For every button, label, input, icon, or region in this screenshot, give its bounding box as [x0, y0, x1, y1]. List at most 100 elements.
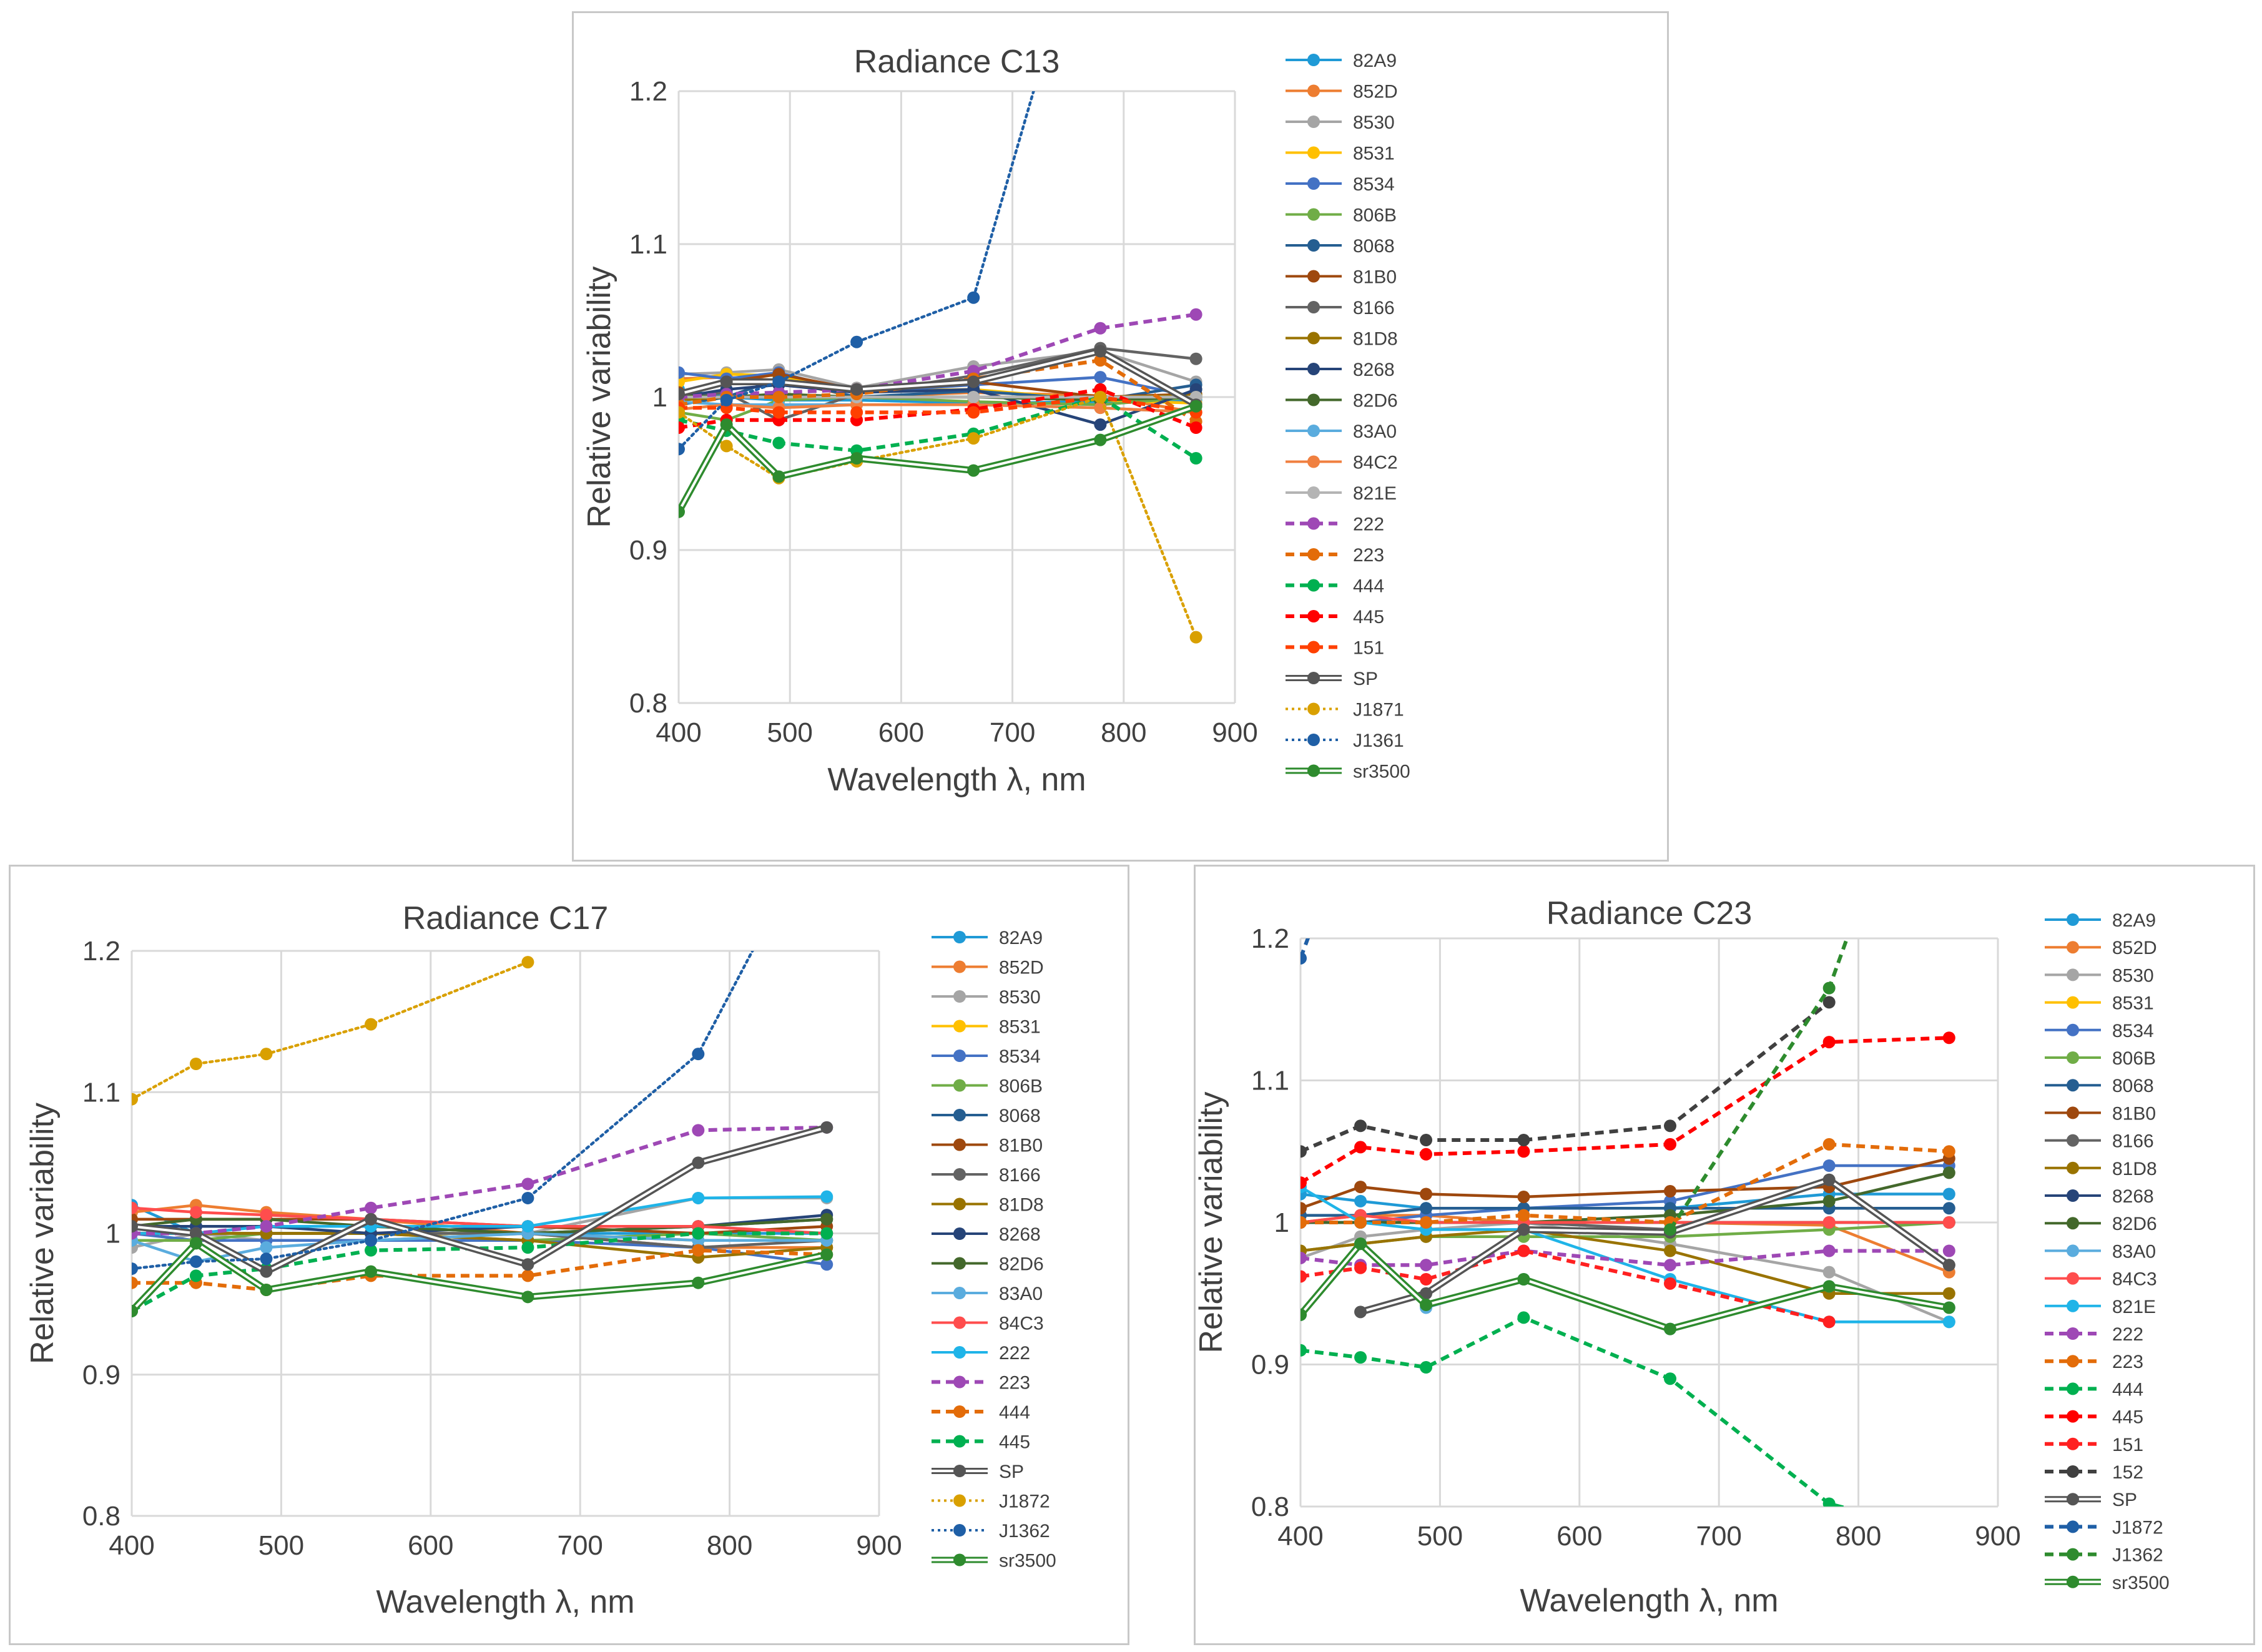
- data-point-445: [1189, 421, 1202, 434]
- x-tick-label: 600: [408, 1530, 453, 1561]
- legend-label: 8530: [999, 987, 1041, 1008]
- series-line-J1361: [679, 91, 1035, 451]
- data-point-222: [820, 1190, 833, 1203]
- data-point-J1361: [720, 393, 733, 406]
- legend-marker-8531: [953, 1020, 966, 1033]
- data-point-152: [1301, 1145, 1307, 1158]
- y-tick-label: 1.1: [1251, 1066, 1289, 1096]
- data-point-sr3500: [1189, 400, 1202, 413]
- data-point-SP: [820, 1121, 833, 1134]
- legend-marker-82A9: [1307, 54, 1320, 66]
- data-point-sr3500: [772, 470, 785, 483]
- data-point-J1361: [679, 443, 685, 456]
- legend-marker-151: [2067, 1437, 2079, 1450]
- data-point-82A9: [1942, 1187, 1955, 1201]
- x-tick-label: 900: [1975, 1521, 2020, 1551]
- legend-marker-821E: [1307, 486, 1320, 499]
- legend-marker-8166: [1307, 301, 1320, 313]
- legend-marker-82D6: [1307, 393, 1320, 406]
- legend-marker-SP: [953, 1465, 966, 1477]
- chart-panel-c13: 0.8 0.9 1 1.1 1.2 400 500 600 700 800 900 Radiance …: [572, 11, 1669, 862]
- data-point-151: [1354, 1261, 1367, 1274]
- data-point-445: [189, 1269, 202, 1282]
- legend-label: 81D8: [1353, 329, 1398, 350]
- y-tick-label: 0.9: [82, 1360, 120, 1390]
- data-point-445: [1517, 1145, 1530, 1158]
- data-point-445: [692, 1227, 705, 1240]
- plot-area: [132, 951, 833, 1317]
- data-point-8530: [1822, 1266, 1836, 1279]
- chart-c17: 0.8 0.9 1 1.1 1.2 400 500 600 700 800 900 Radiance …: [24, 900, 1056, 1620]
- data-point-SP: [692, 1156, 705, 1169]
- x-tick-label: 800: [1836, 1521, 1881, 1551]
- legend-label: 821E: [1353, 483, 1397, 504]
- data-point-81B0: [1664, 1184, 1677, 1197]
- data-point-SP: [260, 1265, 273, 1278]
- legend-marker-J1871: [1307, 702, 1320, 715]
- x-tick-label: 400: [109, 1530, 154, 1561]
- chart-panel-c23: 0.8 0.9 1 1.1 1.2 400 500 600 700 800 900 Radiance …: [1193, 865, 2255, 1645]
- y-tick-label: 0.9: [1251, 1350, 1289, 1380]
- data-point-SP: [1822, 1173, 1836, 1186]
- data-point-444: [1354, 1351, 1367, 1364]
- legend-label: 82A9: [999, 928, 1043, 948]
- data-point-445: [679, 421, 685, 434]
- legend-label: 84C3: [2112, 1269, 2157, 1290]
- data-point-SP: [720, 375, 733, 388]
- legend-label: 152: [2112, 1462, 2143, 1483]
- legend-marker-222: [2067, 1327, 2079, 1340]
- data-point-82D6: [1942, 1166, 1955, 1179]
- data-point-sr3500: [132, 1304, 138, 1317]
- legend-marker-151: [1307, 641, 1320, 654]
- data-point-sr3500: [1942, 1301, 1955, 1314]
- data-point-sr3500: [692, 1276, 705, 1289]
- legend-label: 83A0: [1353, 421, 1397, 442]
- legend-label: 83A0: [2112, 1241, 2156, 1262]
- y-axis-label: Relative variability: [24, 1103, 61, 1364]
- x-tick-label: 500: [767, 717, 812, 748]
- data-point-821E: [967, 391, 980, 403]
- legend-marker-84C3: [953, 1316, 966, 1329]
- chart-c23: 0.8 0.9 1 1.1 1.2 400 500 600 700 800 900 Radiance …: [1193, 895, 2170, 1619]
- data-point-223: [1354, 1216, 1367, 1229]
- data-point-445: [521, 1241, 534, 1254]
- data-point-222: [1822, 1244, 1836, 1257]
- y-tick-label: 1.2: [1251, 923, 1289, 954]
- legend-marker-8268: [2067, 1189, 2079, 1202]
- legend-label: 8530: [1353, 112, 1395, 133]
- data-point-223: [1094, 354, 1107, 367]
- chart-c13: 0.8 0.9 1 1.1 1.2 400 500 600 700 800 900 Radiance …: [581, 44, 1410, 798]
- data-point-SP: [189, 1227, 202, 1240]
- legend-marker-223: [1307, 548, 1320, 561]
- data-point-444: [521, 1269, 534, 1282]
- data-point-223: [1517, 1209, 1530, 1222]
- data-point-J1362: [1822, 981, 1836, 995]
- data-point-222: [1301, 1251, 1307, 1264]
- data-point-8166: [1189, 352, 1202, 365]
- legend-label: 151: [2112, 1435, 2143, 1455]
- data-point-J1362: [189, 1255, 202, 1268]
- data-point-J1872: [260, 1048, 273, 1061]
- data-point-J1362: [1943, 648, 1955, 661]
- legend-label: 8268: [999, 1224, 1041, 1245]
- legend-marker-81B0: [1307, 270, 1320, 283]
- legend-label: 8166: [999, 1165, 1041, 1186]
- data-point-SP: [1942, 1259, 1955, 1272]
- data-point-152: [1517, 1134, 1530, 1147]
- legend-label: 82A9: [1353, 51, 1397, 71]
- legend-marker-82D6: [2067, 1217, 2079, 1230]
- legend-marker-8534: [953, 1050, 966, 1062]
- data-point-84C2: [1094, 401, 1107, 415]
- data-point-SP: [132, 1220, 138, 1233]
- data-point-sr3500: [365, 1265, 378, 1278]
- legend-label: 84C3: [999, 1314, 1044, 1334]
- legend-marker-152: [2067, 1465, 2079, 1478]
- data-point-444: [772, 436, 785, 450]
- data-point-152: [1822, 996, 1836, 1009]
- data-point-SP: [365, 1212, 378, 1226]
- y-tick-label: 1.2: [629, 76, 667, 107]
- legend-marker-8531: [2067, 996, 2079, 1009]
- legend: 82A9 852D 8530 8531 8534 806B 8068 81B0 8166 81D8…: [2045, 910, 2170, 1593]
- legend-marker-8068: [953, 1109, 966, 1121]
- legend-marker-SP: [2067, 1493, 2079, 1506]
